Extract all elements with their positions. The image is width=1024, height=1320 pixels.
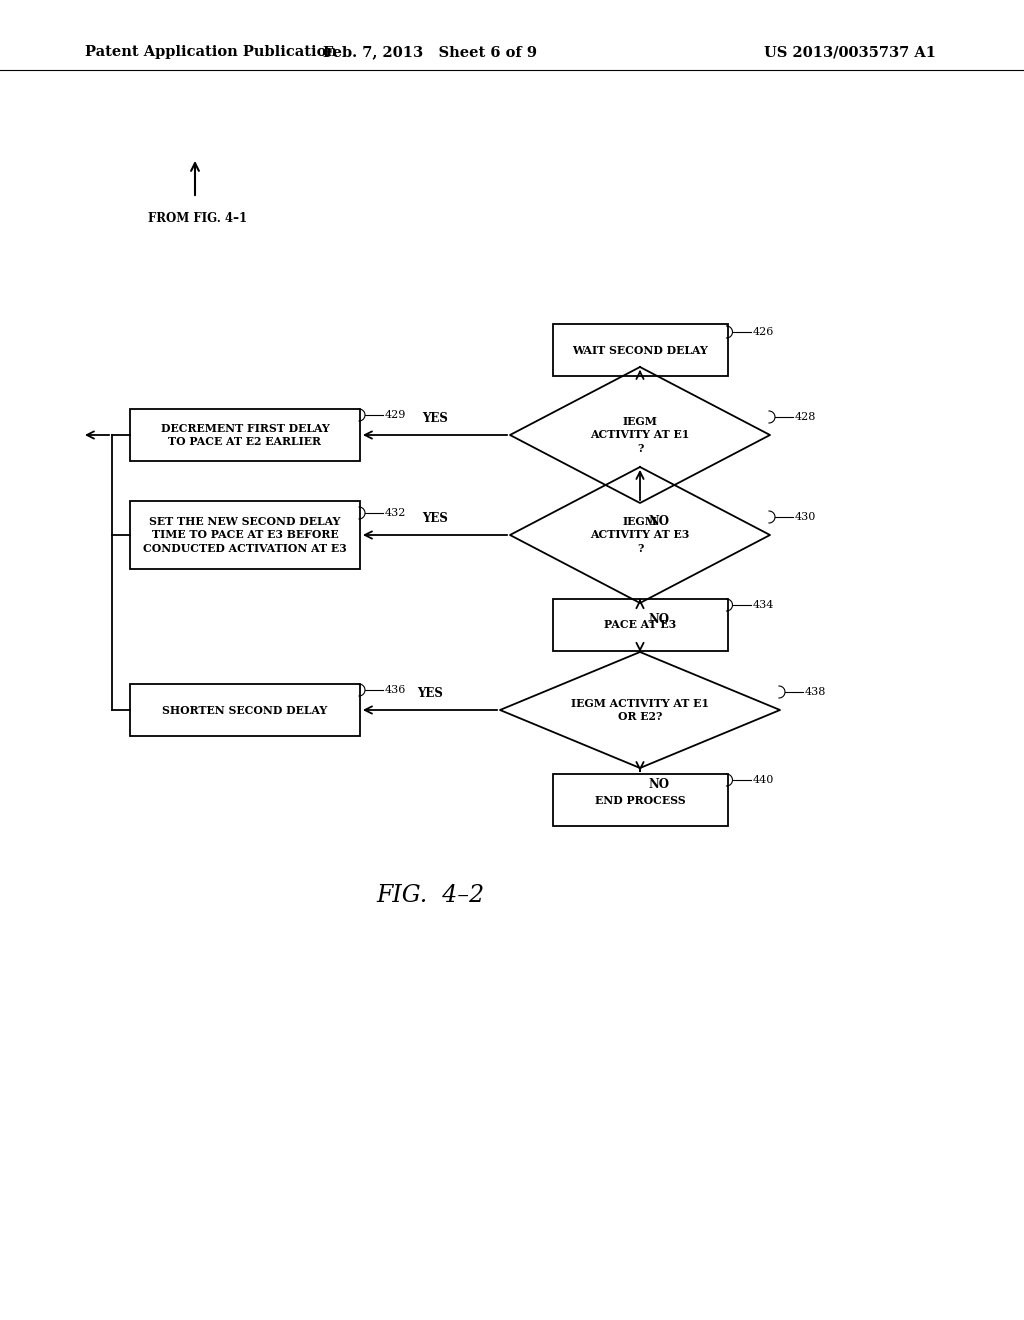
Text: SET THE NEW SECOND DELAY
TIME TO PACE AT E3 BEFORE
CONDUCTED ACTIVATION AT E3: SET THE NEW SECOND DELAY TIME TO PACE AT…: [143, 516, 347, 554]
Text: 438: 438: [805, 686, 826, 697]
Text: FIG.  4–2: FIG. 4–2: [376, 883, 484, 907]
Bar: [130, 502, 360, 569]
Text: 436: 436: [385, 685, 407, 696]
Text: 440: 440: [753, 775, 774, 785]
Text: IEGM ACTIVITY AT E1
OR E2?: IEGM ACTIVITY AT E1 OR E2?: [571, 698, 709, 722]
Text: Feb. 7, 2013   Sheet 6 of 9: Feb. 7, 2013 Sheet 6 of 9: [323, 45, 537, 59]
Text: YES: YES: [417, 686, 443, 700]
Text: NO: NO: [648, 612, 669, 626]
Text: 428: 428: [795, 412, 816, 422]
Text: 434: 434: [753, 601, 774, 610]
Text: 432: 432: [385, 508, 407, 517]
Text: IEGM
ACTIVITY AT E1
?: IEGM ACTIVITY AT E1 ?: [590, 416, 690, 454]
Text: SHORTEN SECOND DELAY: SHORTEN SECOND DELAY: [163, 705, 328, 715]
Text: WAIT SECOND DELAY: WAIT SECOND DELAY: [572, 345, 708, 355]
Text: YES: YES: [422, 512, 447, 525]
Text: YES: YES: [422, 412, 447, 425]
Bar: [553, 323, 727, 376]
Text: NO: NO: [648, 777, 669, 791]
Text: PACE AT E3: PACE AT E3: [604, 619, 676, 631]
Bar: [130, 684, 360, 737]
Text: END PROCESS: END PROCESS: [595, 795, 685, 805]
Text: DECREMENT FIRST DELAY
TO PACE AT E2 EARLIER: DECREMENT FIRST DELAY TO PACE AT E2 EARL…: [161, 422, 330, 447]
Text: 429: 429: [385, 411, 407, 420]
Text: NO: NO: [648, 515, 669, 528]
Text: IEGM
ACTIVITY AT E3
?: IEGM ACTIVITY AT E3 ?: [590, 516, 690, 554]
Bar: [130, 409, 360, 461]
Bar: [553, 599, 727, 651]
Text: Patent Application Publication: Patent Application Publication: [85, 45, 337, 59]
Bar: [553, 774, 727, 826]
Text: 430: 430: [795, 512, 816, 521]
Text: US 2013/0035737 A1: US 2013/0035737 A1: [764, 45, 936, 59]
Text: 426: 426: [753, 327, 774, 337]
Text: FROM FIG. 4–1: FROM FIG. 4–1: [148, 213, 247, 224]
